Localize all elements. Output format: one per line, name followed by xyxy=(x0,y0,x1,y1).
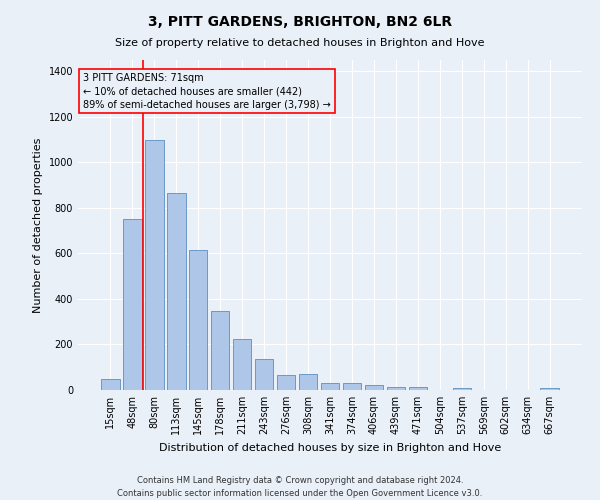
Text: 3 PITT GARDENS: 71sqm
← 10% of detached houses are smaller (442)
89% of semi-det: 3 PITT GARDENS: 71sqm ← 10% of detached … xyxy=(83,73,331,110)
Bar xyxy=(409,386,427,390)
Bar xyxy=(277,375,295,390)
Text: Size of property relative to detached houses in Brighton and Hove: Size of property relative to detached ho… xyxy=(115,38,485,48)
Bar xyxy=(167,193,185,390)
Bar xyxy=(255,360,274,390)
Bar xyxy=(365,386,383,390)
Bar xyxy=(343,383,361,390)
Bar xyxy=(123,220,142,390)
Bar xyxy=(101,378,119,390)
Bar xyxy=(320,383,340,390)
Bar xyxy=(211,312,229,390)
X-axis label: Distribution of detached houses by size in Brighton and Hove: Distribution of detached houses by size … xyxy=(159,442,501,452)
Bar xyxy=(452,388,471,390)
Text: 3, PITT GARDENS, BRIGHTON, BN2 6LR: 3, PITT GARDENS, BRIGHTON, BN2 6LR xyxy=(148,15,452,29)
Y-axis label: Number of detached properties: Number of detached properties xyxy=(33,138,43,312)
Bar xyxy=(145,140,164,390)
Bar xyxy=(189,250,208,390)
Text: Contains HM Land Registry data © Crown copyright and database right 2024.
Contai: Contains HM Land Registry data © Crown c… xyxy=(118,476,482,498)
Bar xyxy=(299,374,317,390)
Bar xyxy=(386,386,405,390)
Bar xyxy=(233,339,251,390)
Bar xyxy=(541,388,559,390)
